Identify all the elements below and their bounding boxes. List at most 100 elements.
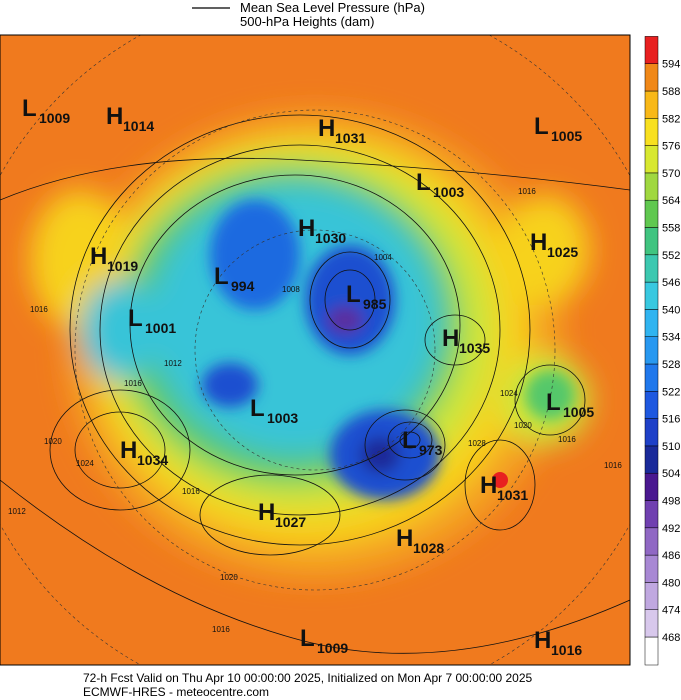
contour-label: 1016 bbox=[604, 461, 622, 470]
colorbar-tick-label: 552 bbox=[662, 250, 680, 262]
colorbar-tick-label: 534 bbox=[662, 332, 680, 344]
center-letter: L bbox=[214, 263, 229, 290]
contour-label: 1016 bbox=[124, 379, 142, 388]
colorbar: 468 474 480 486 492 498 504 510 516 522 528 534 540 5… bbox=[644, 36, 680, 666]
center-letter: L bbox=[250, 395, 265, 422]
contour-label: 1008 bbox=[282, 285, 300, 294]
contour-label: 1020 bbox=[514, 421, 532, 430]
colorbar-tick-label: 492 bbox=[662, 523, 680, 535]
center-pressure: 1014 bbox=[123, 118, 154, 134]
contour-label: 1024 bbox=[500, 389, 518, 398]
colorbar-tick-label: 588 bbox=[662, 86, 680, 98]
colorbar-tick-label: 510 bbox=[662, 441, 680, 453]
center-pressure: 1005 bbox=[551, 128, 582, 144]
center-letter: L bbox=[22, 95, 37, 122]
contour-label: 1004 bbox=[374, 253, 392, 262]
center-pressure: 973 bbox=[419, 442, 443, 458]
colorbar-cell bbox=[644, 118, 659, 146]
center-pressure: 1031 bbox=[335, 130, 366, 146]
colorbar-tick-label: 522 bbox=[662, 386, 680, 398]
colorbar-tick-label: 480 bbox=[662, 577, 680, 589]
center-pressure: 1016 bbox=[551, 642, 582, 658]
contour-label: 1012 bbox=[164, 359, 182, 368]
colorbar-cell bbox=[644, 445, 659, 474]
center-pressure: 1003 bbox=[267, 410, 298, 426]
center-pressure: 1003 bbox=[433, 184, 464, 200]
colorbar-cell bbox=[644, 418, 659, 447]
center-letter: H bbox=[530, 229, 547, 256]
center-pressure: 994 bbox=[231, 278, 255, 294]
contour-label: 1016 bbox=[558, 435, 576, 444]
colorbar-cell bbox=[644, 145, 659, 174]
contour-label: 1016 bbox=[518, 187, 536, 196]
center-letter: L bbox=[416, 169, 431, 196]
center-letter: H bbox=[120, 437, 137, 464]
colorbar-cell bbox=[644, 336, 659, 365]
center-letter: H bbox=[258, 499, 275, 526]
center-letter: L bbox=[346, 281, 361, 308]
center-letter: H bbox=[318, 115, 335, 142]
colorbar-tick-label: 582 bbox=[662, 113, 680, 125]
center-pressure: 1028 bbox=[413, 540, 444, 556]
center-letter: L bbox=[534, 113, 549, 140]
center-pressure: 1001 bbox=[145, 320, 176, 336]
center-pressure: 1019 bbox=[107, 258, 138, 274]
center-letter: H bbox=[298, 215, 315, 242]
colorbar-tick-label: 474 bbox=[662, 605, 680, 617]
colorbar-cell bbox=[644, 281, 659, 310]
colorbar-cell bbox=[644, 309, 659, 337]
colorbar-cell bbox=[644, 500, 659, 529]
center-letter: H bbox=[396, 525, 413, 552]
contour-label: 1012 bbox=[8, 507, 26, 516]
center-pressure: 1027 bbox=[275, 514, 306, 530]
colorbar-tick-label: 516 bbox=[662, 414, 680, 426]
colorbar-cell bbox=[644, 363, 659, 392]
colorbar-cell bbox=[644, 472, 659, 501]
colorbar-cell bbox=[644, 90, 659, 119]
colorbar-tick-label: 528 bbox=[662, 359, 680, 371]
colorbar-cell bbox=[644, 554, 659, 583]
center-pressure: 1035 bbox=[459, 340, 490, 356]
center-pressure: 1005 bbox=[563, 404, 594, 420]
contour-label: 1016 bbox=[30, 305, 48, 314]
center-letter: L bbox=[128, 305, 143, 332]
colorbar-cell bbox=[644, 527, 659, 556]
contour-label: 1024 bbox=[76, 459, 94, 468]
footer-line: 72-h Fcst Valid on Thu Apr 10 00:00:00 2… bbox=[83, 671, 533, 685]
colorbar-tick-label: 498 bbox=[662, 496, 680, 508]
colorbar-cell bbox=[644, 172, 659, 201]
colorbar-tick-label: 540 bbox=[662, 304, 680, 316]
colorbar-tick-label: 576 bbox=[662, 141, 680, 153]
center-letter: L bbox=[300, 625, 315, 652]
center-pressure: 1009 bbox=[39, 110, 70, 126]
contour-label: 1020 bbox=[220, 573, 238, 582]
colorbar-cell bbox=[644, 582, 659, 610]
colorbar-cell bbox=[644, 254, 659, 283]
center-pressure: 985 bbox=[363, 296, 387, 312]
colorbar-tick-label: 546 bbox=[662, 277, 680, 289]
colorbar-tick-label: 594 bbox=[662, 59, 680, 71]
center-pressure: 1031 bbox=[497, 487, 528, 503]
center-pressure: 1025 bbox=[547, 244, 578, 260]
center-letter: H bbox=[106, 103, 123, 130]
center-pressure: 1034 bbox=[137, 452, 168, 468]
center-letter: L bbox=[402, 427, 417, 454]
center-letter: H bbox=[442, 325, 459, 352]
center-pressure: 1009 bbox=[317, 640, 348, 656]
center-pressure: 1030 bbox=[315, 230, 346, 246]
colorbar-cell bbox=[644, 609, 659, 638]
colorbar-tick-label: 504 bbox=[662, 468, 680, 480]
legend-item: Mean Sea Level Pressure (hPa) bbox=[240, 0, 425, 15]
center-letter: H bbox=[534, 627, 551, 654]
colorbar-tick-label: 570 bbox=[662, 168, 680, 180]
contour-label: 1016 bbox=[182, 487, 200, 496]
contour-label: 1020 bbox=[44, 437, 62, 446]
colorbar-cell bbox=[644, 63, 659, 92]
contour-label: 1016 bbox=[212, 625, 230, 634]
center-letter: H bbox=[90, 243, 107, 270]
colorbar-tick-label: 558 bbox=[662, 223, 680, 235]
center-letter: H bbox=[480, 472, 497, 499]
